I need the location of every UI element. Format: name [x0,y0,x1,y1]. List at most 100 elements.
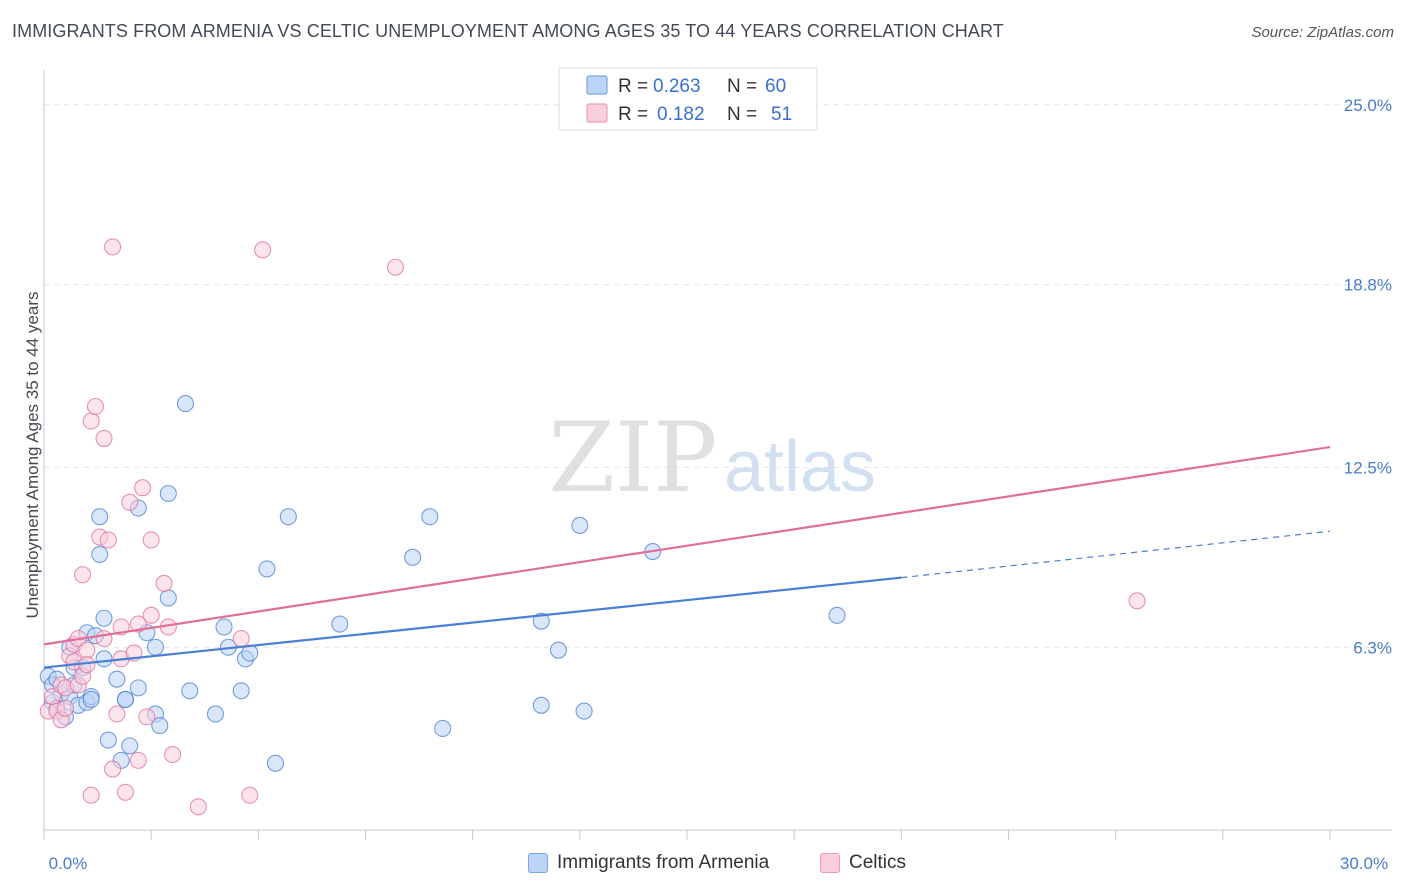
point-celtics [189,798,207,816]
watermark: ZIP atlas [548,402,876,514]
point-armenia [404,548,422,566]
trend-line-armenia [43,576,902,669]
x-ticks [43,830,1331,840]
legend-bottom-swatch-celtics [820,853,840,873]
legend-top: R = 0.263 N = 60 R = 0.182 N = 51 [558,67,818,131]
legend-n-value-armenia: 60 [765,76,786,97]
point-celtics [142,531,160,549]
point-armenia [159,589,177,607]
point-celtics [82,786,100,804]
legend-r-label-celtics: R = [618,104,648,125]
trend-line-celtics [43,446,1331,646]
legend-bottom: Immigrants from Armenia Celtics [0,852,1406,878]
legend-item-celtics: Celtics [820,852,906,874]
point-celtics [95,629,113,648]
point-armenia [121,737,139,755]
source-label: Source: ZipAtlas.com [1251,24,1394,41]
point-armenia [215,618,233,636]
point-celtics [74,566,92,584]
legend-swatch-celtics [586,103,608,123]
point-celtics [116,783,134,801]
point-armenia [108,670,126,688]
legend-r-value-armenia: 0.263 [653,76,701,97]
point-celtics [95,429,113,447]
grid-lines [44,104,1392,648]
point-celtics [134,479,152,497]
legend-item-armenia: Immigrants from Armenia [528,852,769,874]
data-points [39,238,1146,816]
point-celtics [104,760,122,778]
point-celtics [121,493,139,511]
point-armenia [532,612,550,630]
axes [43,70,1392,831]
legend-n-value-celtics: 51 [771,104,792,125]
point-celtics [86,397,104,416]
point-celtics [386,258,405,276]
legend-n-label-celtics: N = [727,104,757,125]
x-tick-label-min: 0.0% [49,854,88,873]
point-celtics [108,705,126,723]
y-tick-label: 12.5% [1344,458,1392,477]
trend-line-armenia-extension [901,530,1331,579]
point-armenia [151,717,169,735]
point-armenia [181,682,199,700]
y-tick-labels: 6.3% 12.5% 18.8% 25.0% [1344,96,1392,657]
legend-r-value-celtics: 0.182 [657,104,705,125]
point-armenia [266,754,285,772]
point-celtics [138,708,156,726]
point-armenia [99,731,117,749]
legend-r-label-armenia: R = [618,76,648,97]
watermark-zip: ZIP [548,402,717,514]
point-armenia [532,696,550,714]
point-celtics [155,574,173,592]
point-celtics [99,531,117,549]
point-armenia [434,719,452,738]
point-armenia [91,545,109,563]
point-celtics [232,629,250,648]
point-armenia [146,638,165,656]
point-armenia [116,690,134,709]
point-armenia [575,702,593,720]
point-celtics [56,699,74,717]
point-celtics [241,786,259,804]
y-tick-label: 18.8% [1344,276,1392,295]
point-celtics [129,615,147,633]
legend-bottom-label-celtics: Celtics [849,852,907,873]
y-tick-label: 6.3% [1353,638,1392,657]
point-celtics [82,412,100,430]
point-celtics [142,606,160,624]
point-celtics [129,751,147,769]
legend-bottom-label-armenia: Immigrants from Armenia [557,852,770,873]
y-tick-label: 25.0% [1344,96,1392,115]
point-armenia [258,560,276,578]
point-armenia [95,609,113,627]
point-armenia [331,615,349,633]
point-celtics [104,238,122,256]
watermark-atlas: atlas [724,427,876,507]
point-celtics [254,241,272,259]
point-armenia [176,395,195,413]
point-armenia [206,705,225,723]
point-armenia [82,690,100,709]
point-armenia [549,641,567,659]
point-celtics [78,641,96,659]
x-tick-label-max: 30.0% [1340,854,1388,873]
point-armenia [828,606,846,624]
y-axis-label: Unemployment Among Ages 35 to 44 years [23,292,42,619]
point-armenia [91,508,109,526]
legend-bottom-swatch-armenia [528,853,548,873]
chart-title: IMMIGRANTS FROM ARMENIA VS CELTIC UNEMPL… [12,21,1004,41]
point-armenia [95,650,113,668]
point-armenia [421,508,439,526]
legend-n-label-armenia: N = [727,76,757,97]
trend-lines [43,446,1331,669]
point-celtics [1128,592,1146,610]
point-armenia [232,682,250,700]
point-armenia [571,516,589,534]
point-armenia [159,484,177,503]
point-celtics [164,746,182,764]
point-armenia [279,508,297,526]
legend-swatch-armenia [586,75,608,95]
point-armenia [129,679,147,697]
